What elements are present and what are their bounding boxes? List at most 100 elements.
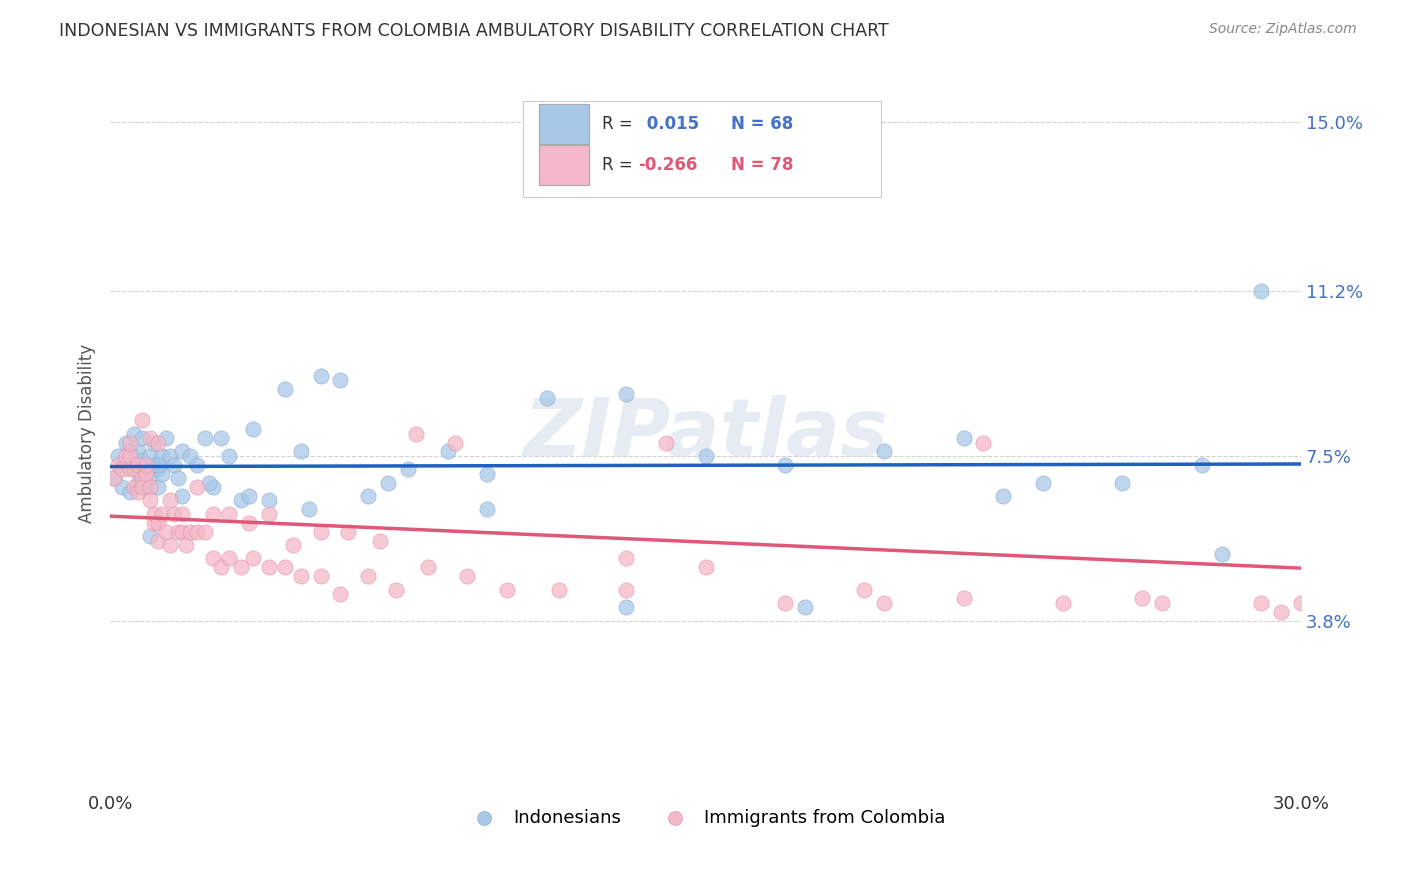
Point bbox=[396, 462, 419, 476]
Text: Source: ZipAtlas.com: Source: ZipAtlas.com bbox=[1209, 22, 1357, 37]
Text: R =: R = bbox=[602, 115, 638, 133]
Point bbox=[952, 591, 974, 606]
Point bbox=[103, 471, 125, 485]
Point bbox=[993, 489, 1015, 503]
Point bbox=[357, 489, 380, 503]
Point bbox=[416, 560, 439, 574]
Point bbox=[131, 471, 153, 485]
Point bbox=[139, 431, 162, 445]
Point bbox=[159, 449, 181, 463]
Point bbox=[127, 484, 149, 499]
Point bbox=[146, 480, 169, 494]
Point bbox=[290, 569, 312, 583]
Point bbox=[131, 453, 153, 467]
Point bbox=[202, 551, 225, 566]
Point bbox=[1032, 475, 1054, 490]
Point bbox=[274, 560, 297, 574]
Point bbox=[115, 449, 138, 463]
Point bbox=[142, 458, 165, 472]
Point bbox=[695, 449, 717, 463]
Y-axis label: Ambulatory Disability: Ambulatory Disability bbox=[79, 344, 96, 524]
Point bbox=[135, 458, 157, 472]
Point bbox=[150, 449, 173, 463]
Point bbox=[238, 516, 260, 530]
Point bbox=[118, 462, 141, 476]
Point bbox=[174, 538, 197, 552]
Point bbox=[1250, 596, 1272, 610]
Text: ZIPatlas: ZIPatlas bbox=[523, 394, 889, 473]
Point bbox=[614, 551, 637, 566]
Text: INDONESIAN VS IMMIGRANTS FROM COLOMBIA AMBULATORY DISABILITY CORRELATION CHART: INDONESIAN VS IMMIGRANTS FROM COLOMBIA A… bbox=[59, 22, 889, 40]
Point bbox=[218, 449, 240, 463]
Text: -0.266: -0.266 bbox=[638, 156, 697, 174]
Point bbox=[242, 551, 264, 566]
Point bbox=[231, 493, 253, 508]
Point bbox=[209, 560, 232, 574]
Point bbox=[281, 538, 304, 552]
Point bbox=[853, 582, 876, 597]
Point bbox=[135, 467, 157, 481]
Point bbox=[146, 516, 169, 530]
Point bbox=[139, 449, 162, 463]
Point bbox=[231, 560, 253, 574]
Point bbox=[695, 560, 717, 574]
Point bbox=[179, 449, 201, 463]
Point bbox=[142, 516, 165, 530]
Text: 0.015: 0.015 bbox=[641, 115, 699, 133]
Point bbox=[873, 596, 896, 610]
Point bbox=[135, 467, 157, 481]
Point bbox=[1250, 284, 1272, 298]
Point bbox=[614, 600, 637, 615]
Point bbox=[118, 484, 141, 499]
Point bbox=[146, 462, 169, 476]
Point bbox=[773, 596, 796, 610]
Point bbox=[257, 560, 280, 574]
Point bbox=[1150, 596, 1173, 610]
Text: N = 68: N = 68 bbox=[731, 115, 793, 133]
Point bbox=[186, 480, 208, 494]
Point bbox=[166, 524, 188, 539]
Point bbox=[309, 524, 332, 539]
Point bbox=[103, 471, 125, 485]
Point bbox=[209, 431, 232, 445]
Point bbox=[329, 373, 352, 387]
Point bbox=[972, 435, 994, 450]
Point bbox=[159, 538, 181, 552]
Point bbox=[1270, 605, 1292, 619]
Point bbox=[614, 386, 637, 401]
Point bbox=[337, 524, 360, 539]
Text: N = 78: N = 78 bbox=[731, 156, 793, 174]
Point bbox=[186, 458, 208, 472]
Point bbox=[166, 471, 188, 485]
Point bbox=[115, 458, 138, 472]
Text: R =: R = bbox=[602, 156, 638, 174]
Point bbox=[773, 458, 796, 472]
Point bbox=[274, 382, 297, 396]
Point bbox=[952, 431, 974, 445]
Point bbox=[118, 435, 141, 450]
Point bbox=[118, 444, 141, 458]
Point bbox=[179, 524, 201, 539]
Point bbox=[309, 368, 332, 383]
Point bbox=[496, 582, 519, 597]
Point bbox=[146, 435, 169, 450]
Point bbox=[163, 458, 186, 472]
Point bbox=[142, 435, 165, 450]
Point bbox=[444, 435, 467, 450]
Point bbox=[155, 524, 177, 539]
Point bbox=[477, 467, 499, 481]
Point bbox=[122, 462, 145, 476]
Point bbox=[111, 462, 134, 476]
Point bbox=[309, 569, 332, 583]
Point bbox=[139, 471, 162, 485]
Point bbox=[127, 458, 149, 472]
Point bbox=[135, 480, 157, 494]
Point bbox=[159, 493, 181, 508]
Point bbox=[377, 475, 399, 490]
Point bbox=[170, 524, 193, 539]
Point bbox=[357, 569, 380, 583]
Point bbox=[122, 462, 145, 476]
Point bbox=[290, 444, 312, 458]
Point bbox=[170, 489, 193, 503]
Point bbox=[477, 502, 499, 516]
